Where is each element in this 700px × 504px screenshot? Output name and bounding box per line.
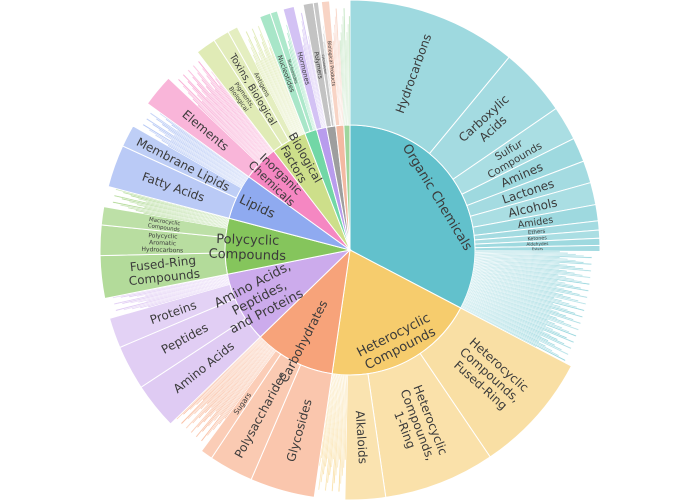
slice-label-polycyclic-compounds: PolycyclicCompounds	[208, 232, 287, 264]
outer-ring	[99, 0, 601, 501]
slice-label-aldehydes: Aldehydes	[526, 241, 548, 247]
slice-label-ethers: Ethers	[528, 229, 546, 237]
slice-label-macrocyclic-compounds: MacrocyclicCompounds	[147, 217, 181, 234]
slice-label-alkaloids: Alkaloids	[353, 410, 370, 464]
slice-label-amides: Amides	[517, 215, 554, 231]
slice-label-biological-products: Biological Products	[326, 41, 336, 87]
outer-sliver-unlabeled[interactable]	[348, 15, 351, 126]
slice-label-polycyclic-aromatic-hydrocarbons: PolycyclicAromaticHydrocarbons	[141, 232, 184, 254]
slice-label-cytoskeleton: Cytoskeleton	[321, 54, 328, 74]
slice-label-polymers: Polymers	[312, 51, 324, 79]
slice-label-esters: Esters	[532, 247, 543, 251]
slice-label-ketones: Ketones	[527, 235, 547, 242]
